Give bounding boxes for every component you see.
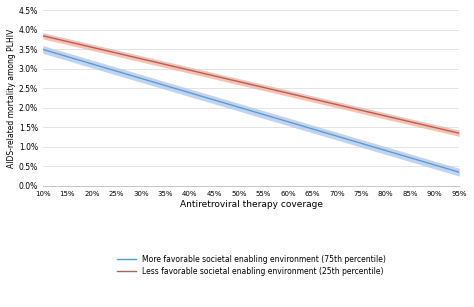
More favorable societal enabling environment (75th percentile) xyxy=(89,62,95,66)
Less favorable societal enabling environment (25th percentile) xyxy=(310,97,315,101)
More favorable societal enabling environment (75th percentile) xyxy=(138,76,144,80)
Less favorable societal enabling environment (25th percentile) xyxy=(358,108,364,112)
More favorable societal enabling environment (75th percentile) xyxy=(358,142,364,145)
More favorable societal enabling environment (75th percentile) xyxy=(285,120,291,123)
Legend: More favorable societal enabling environment (75th percentile), Less favorable s: More favorable societal enabling environ… xyxy=(114,253,388,278)
Less favorable societal enabling environment (25th percentile) xyxy=(64,40,70,43)
Less favorable societal enabling environment (25th percentile) xyxy=(456,131,462,135)
Less favorable societal enabling environment (25th percentile) xyxy=(408,120,413,124)
Less favorable societal enabling environment (25th percentile) xyxy=(432,126,438,129)
More favorable societal enabling environment (75th percentile) xyxy=(64,55,70,59)
More favorable societal enabling environment (75th percentile) xyxy=(334,134,340,138)
Less favorable societal enabling environment (25th percentile) xyxy=(163,63,168,66)
Line: Less favorable societal enabling environment (25th percentile): Less favorable societal enabling environ… xyxy=(43,36,459,133)
X-axis label: Antiretroviral therapy coverage: Antiretroviral therapy coverage xyxy=(180,200,323,208)
Less favorable societal enabling environment (25th percentile) xyxy=(261,86,266,89)
More favorable societal enabling environment (75th percentile) xyxy=(261,113,266,116)
Less favorable societal enabling environment (25th percentile) xyxy=(211,74,217,78)
Y-axis label: AIDS-related mortality among PLHIV: AIDS-related mortality among PLHIV xyxy=(7,29,16,168)
More favorable societal enabling environment (75th percentile) xyxy=(113,69,119,73)
Less favorable societal enabling environment (25th percentile) xyxy=(187,68,192,72)
More favorable societal enabling environment (75th percentile) xyxy=(432,163,438,167)
Less favorable societal enabling environment (25th percentile) xyxy=(89,45,95,49)
More favorable societal enabling environment (75th percentile) xyxy=(187,91,192,95)
More favorable societal enabling environment (75th percentile) xyxy=(456,170,462,174)
Less favorable societal enabling environment (25th percentile) xyxy=(334,103,340,107)
More favorable societal enabling environment (75th percentile) xyxy=(383,149,389,152)
Less favorable societal enabling environment (25th percentile) xyxy=(113,51,119,55)
Less favorable societal enabling environment (25th percentile) xyxy=(40,34,46,38)
Less favorable societal enabling environment (25th percentile) xyxy=(236,80,242,84)
Line: More favorable societal enabling environment (75th percentile): More favorable societal enabling environ… xyxy=(43,49,459,172)
More favorable societal enabling environment (75th percentile) xyxy=(211,98,217,102)
More favorable societal enabling environment (75th percentile) xyxy=(408,156,413,160)
Less favorable societal enabling environment (25th percentile) xyxy=(138,57,144,60)
Less favorable societal enabling environment (25th percentile) xyxy=(285,91,291,95)
More favorable societal enabling environment (75th percentile) xyxy=(236,105,242,109)
More favorable societal enabling environment (75th percentile) xyxy=(163,84,168,87)
More favorable societal enabling environment (75th percentile) xyxy=(40,48,46,51)
Less favorable societal enabling environment (25th percentile) xyxy=(383,114,389,118)
More favorable societal enabling environment (75th percentile) xyxy=(310,127,315,131)
